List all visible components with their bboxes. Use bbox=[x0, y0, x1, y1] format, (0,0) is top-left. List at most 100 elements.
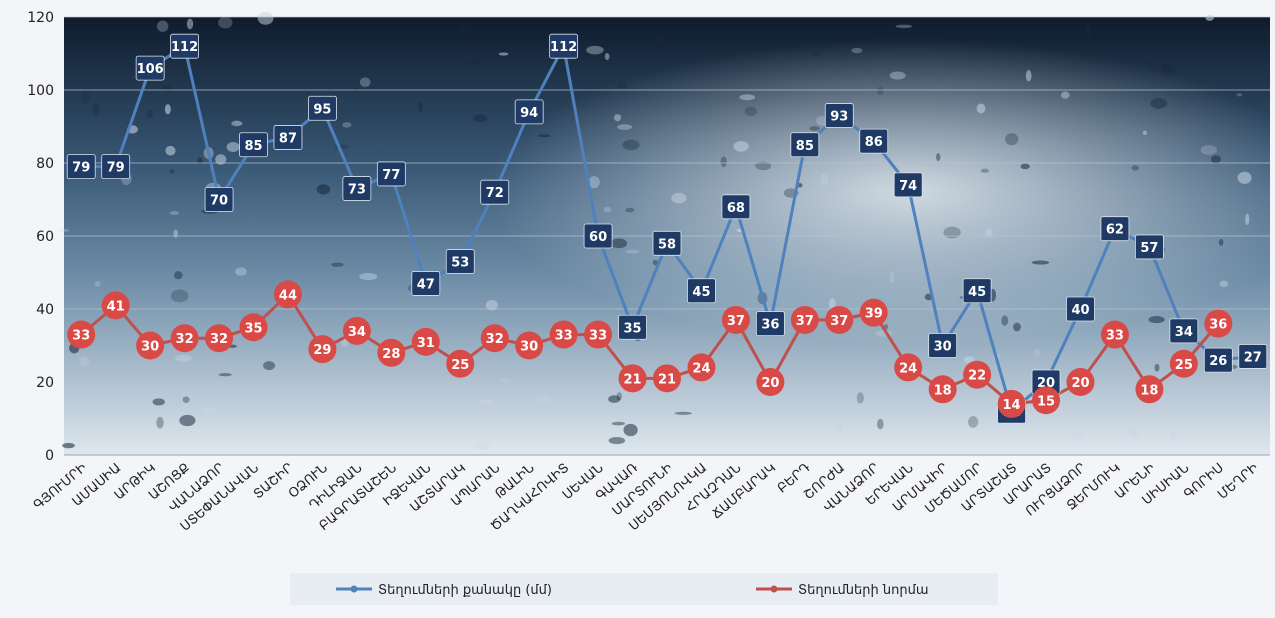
y-tick-label: 80 bbox=[36, 156, 54, 172]
data-label-bg bbox=[1169, 318, 1199, 344]
data-label: 58 bbox=[658, 237, 676, 252]
data-label-bg bbox=[1100, 216, 1130, 242]
data-label-bg bbox=[652, 230, 682, 256]
data-label-bg bbox=[721, 305, 750, 334]
data-label-bg bbox=[549, 33, 579, 59]
droplet bbox=[152, 398, 165, 406]
data-label: 20 bbox=[1071, 376, 1089, 391]
data-label-bg bbox=[824, 103, 854, 128]
data-label-bg bbox=[963, 360, 992, 389]
droplet bbox=[1086, 24, 1091, 37]
droplet bbox=[1005, 133, 1019, 146]
droplet bbox=[610, 238, 628, 249]
data-label-bg bbox=[1032, 386, 1061, 415]
data-label-bg bbox=[376, 161, 406, 187]
data-label: 35 bbox=[623, 321, 641, 336]
data-label-bg bbox=[584, 320, 613, 349]
data-label: 68 bbox=[727, 201, 745, 216]
droplet bbox=[985, 228, 993, 238]
droplet bbox=[1210, 155, 1222, 164]
data-label: 21 bbox=[658, 372, 676, 387]
data-label-bg bbox=[618, 364, 647, 393]
data-label-bg bbox=[653, 364, 681, 393]
droplet bbox=[611, 421, 626, 426]
droplet bbox=[1150, 98, 1168, 109]
y-tick-label: 20 bbox=[36, 375, 54, 391]
droplet bbox=[586, 45, 604, 55]
droplet bbox=[1072, 430, 1083, 439]
data-label-bg bbox=[997, 389, 1026, 418]
droplet bbox=[652, 259, 659, 266]
droplet bbox=[851, 47, 863, 54]
data-label-bg bbox=[928, 375, 957, 404]
droplet bbox=[218, 373, 232, 377]
droplet bbox=[1237, 171, 1252, 184]
data-label: 94 bbox=[520, 106, 538, 121]
data-label-bg bbox=[480, 324, 509, 353]
data-label-bg bbox=[687, 278, 716, 304]
data-label-bg bbox=[411, 327, 440, 356]
data-label: 93 bbox=[830, 110, 848, 125]
droplet bbox=[1229, 51, 1245, 56]
data-label: 32 bbox=[176, 332, 194, 347]
droplet bbox=[749, 414, 754, 421]
data-label: 87 bbox=[279, 131, 297, 146]
droplet bbox=[1013, 322, 1021, 332]
data-label-bg bbox=[721, 194, 751, 220]
data-label: 39 bbox=[865, 307, 883, 322]
data-label: 60 bbox=[589, 230, 607, 245]
droplet bbox=[809, 126, 820, 131]
data-label-bg bbox=[308, 335, 337, 364]
data-label: 32 bbox=[486, 332, 504, 347]
data-label-bg bbox=[170, 33, 200, 59]
data-label: 45 bbox=[692, 285, 710, 300]
data-label: 85 bbox=[244, 139, 262, 154]
data-label: 74 bbox=[899, 179, 917, 194]
droplet bbox=[1227, 405, 1236, 411]
droplet bbox=[1033, 349, 1041, 358]
droplet bbox=[655, 35, 664, 44]
data-label-bg bbox=[1135, 375, 1164, 404]
droplet bbox=[170, 289, 189, 303]
data-label-bg bbox=[446, 349, 475, 378]
droplet bbox=[169, 169, 175, 174]
y-tick-label: 120 bbox=[27, 10, 54, 26]
data-label: 30 bbox=[934, 340, 952, 355]
droplet bbox=[231, 120, 243, 127]
droplet bbox=[744, 106, 757, 117]
data-label: 45 bbox=[968, 285, 986, 300]
droplet bbox=[94, 280, 101, 287]
y-tick-label: 0 bbox=[45, 448, 54, 464]
data-label: 77 bbox=[382, 168, 400, 183]
data-label-bg bbox=[342, 176, 372, 201]
droplet bbox=[1131, 165, 1140, 171]
data-label: 25 bbox=[1175, 358, 1193, 373]
droplet bbox=[215, 154, 227, 165]
droplet bbox=[472, 114, 488, 123]
data-label: 29 bbox=[313, 343, 331, 358]
droplet bbox=[1170, 431, 1176, 442]
droplet bbox=[58, 228, 70, 232]
series-line-1 bbox=[80, 292, 1220, 406]
data-label-bg bbox=[1100, 320, 1129, 349]
droplet bbox=[837, 423, 843, 433]
droplet bbox=[1025, 70, 1032, 82]
droplet bbox=[156, 20, 169, 32]
droplet bbox=[616, 392, 623, 401]
data-label: 34 bbox=[1175, 325, 1193, 340]
data-label: 33 bbox=[589, 329, 607, 344]
legend-label-norm: Տեղումների նորմա bbox=[798, 583, 929, 598]
data-label: 30 bbox=[141, 340, 159, 355]
droplet bbox=[62, 442, 75, 449]
data-label: 28 bbox=[382, 347, 400, 362]
droplet bbox=[876, 86, 884, 95]
droplet bbox=[972, 43, 982, 50]
droplet bbox=[79, 356, 90, 367]
droplet bbox=[91, 103, 100, 117]
legend: Տեղումների քանակը (մմ) Տեղումների նորմա bbox=[290, 573, 998, 605]
data-label-bg bbox=[859, 298, 888, 327]
y-tick-label: 40 bbox=[36, 302, 54, 318]
droplet bbox=[1218, 238, 1224, 246]
data-label: 33 bbox=[72, 329, 90, 344]
droplet bbox=[1142, 130, 1148, 136]
